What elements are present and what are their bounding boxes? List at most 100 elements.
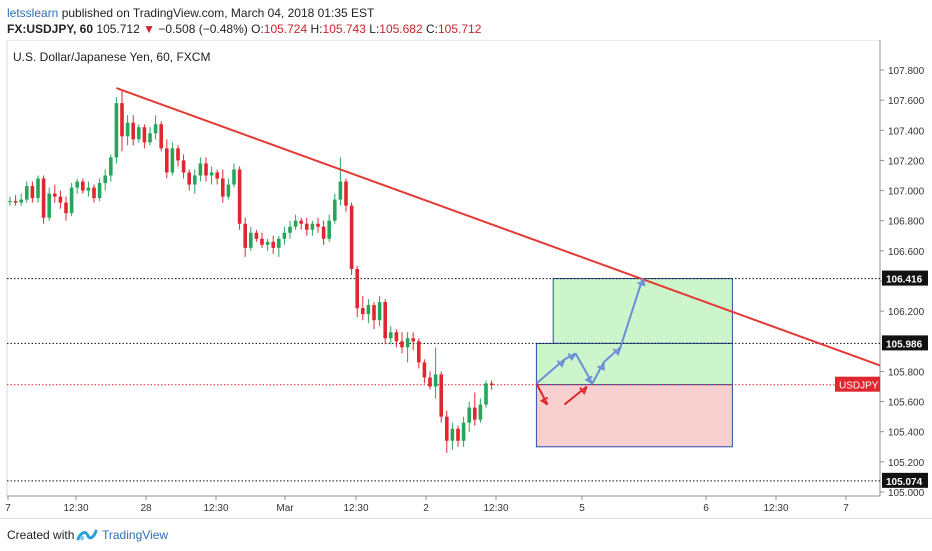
low-value: 105.682 [379,22,423,36]
candle-body [478,404,483,420]
author-link[interactable]: letsslearn [7,6,59,20]
x-tick-label: 7 [843,503,849,514]
candle-body [411,338,415,342]
candle-body [277,238,281,248]
candle-body [450,428,455,441]
candle-body [198,163,203,176]
candle-body [25,186,29,200]
candle-body [456,428,460,441]
candle-body [204,163,208,176]
candle-body [215,172,219,179]
change-value: −0.508 (−0.48%) [158,22,248,36]
footer: Created with TradingView [0,518,932,551]
candle-body [131,122,135,140]
candle-body [400,341,404,348]
candle-body [254,232,259,239]
ohlc-row: FX:USDJPY, 60 105.712 ▼ −0.508 (−0.48%) … [7,22,481,36]
candle-body [461,422,466,441]
candle-body [13,201,18,203]
candle-body [47,193,51,218]
candle-body [142,127,147,143]
open-label: O: [251,22,264,36]
current-symbol-label: USDJPY [839,381,879,392]
candle-body [58,196,63,203]
candle-body [69,187,74,214]
x-tick-label: 12:30 [343,503,368,514]
close-label: C: [426,22,438,36]
projected-path-arrow-segment [602,346,622,364]
tradingview-logo-icon [76,529,98,541]
price-chart[interactable]: U.S. Dollar/Japanese Yen, 60, FXCM 107.8… [0,39,932,518]
candle-body [75,181,79,188]
y-tick-label: 105.600 [888,398,925,409]
y-tick-label: 107.600 [888,96,925,107]
candle-body [125,122,130,137]
candle-body [316,223,320,227]
candle-body [92,187,96,199]
published-text: published on TradingView.com, March 04, … [58,6,375,20]
projected-path-arrow-arrowhead [567,352,577,362]
candle-body [176,148,180,161]
x-tick-label: Mar [276,503,294,514]
candle-body [221,178,225,197]
x-tick-label: 12:30 [483,503,508,514]
price-level-label-bg [882,270,928,286]
symbol-label: FX:USDJPY, 60 [7,22,94,36]
candle-body [193,175,197,185]
low-label: L: [369,22,380,36]
candle-body [389,332,393,339]
candle-body [417,341,421,363]
close-value: 105.712 [438,22,482,36]
candle-body [445,416,449,441]
candle-body [305,223,309,230]
candle-body [467,407,471,423]
projected-path-arrow-arrowhead [597,362,605,372]
projected-path-arrow-arrowhead [612,346,622,356]
x-tick-label: 12:30 [63,503,88,514]
candle-body [372,305,376,321]
candle-body [148,133,152,143]
header-bar: letsslearn published on TradingView.com,… [0,0,932,40]
projected-path-arrow-arrowhead [556,359,566,368]
projected-path-arrow-segment [619,277,644,348]
candle-body [361,308,365,315]
y-tick-label: 107.000 [888,187,925,198]
candle-body [310,223,315,230]
chart-area[interactable]: U.S. Dollar/Japanese Yen, 60, FXCM 107.8… [0,39,932,518]
rebound-arrow-segment [563,385,588,406]
x-tick-label: 6 [703,503,709,514]
candle-body [260,238,264,245]
tradingview-link[interactable]: TradingView [102,528,169,542]
price-level-label-bg [882,335,928,351]
candle-body [282,232,287,239]
rebound-arrow-arrowhead [579,386,588,395]
candle-body [422,362,427,378]
candle-body [333,199,337,221]
high-label: H: [310,22,323,36]
candle-body [366,305,371,315]
candle-body [114,103,119,158]
candle-body [81,181,85,191]
candle-body [30,186,35,199]
candle-body [338,181,343,200]
high-value: 105.743 [322,22,366,36]
downside-arrow-segment [535,383,549,406]
current-symbol-label-bg [835,376,880,392]
candle-body [349,205,354,269]
candle-body [439,374,443,417]
candle-body [19,199,23,203]
x-tick-label: 5 [579,503,585,514]
y-tick-label: 107.400 [888,126,925,137]
y-tick-label: 106.800 [888,217,925,228]
candle-body [36,178,40,199]
candle-body [181,160,186,173]
candle-body [64,202,68,214]
price-level-label: 106.416 [886,275,923,286]
candle-body [428,377,432,387]
projected-path-arrow-arrowhead [584,375,593,385]
created-with-label: Created with [7,528,75,542]
candle-body [265,241,270,245]
candle-body [103,175,107,184]
candle-body [344,181,348,206]
candle-body [86,187,91,191]
